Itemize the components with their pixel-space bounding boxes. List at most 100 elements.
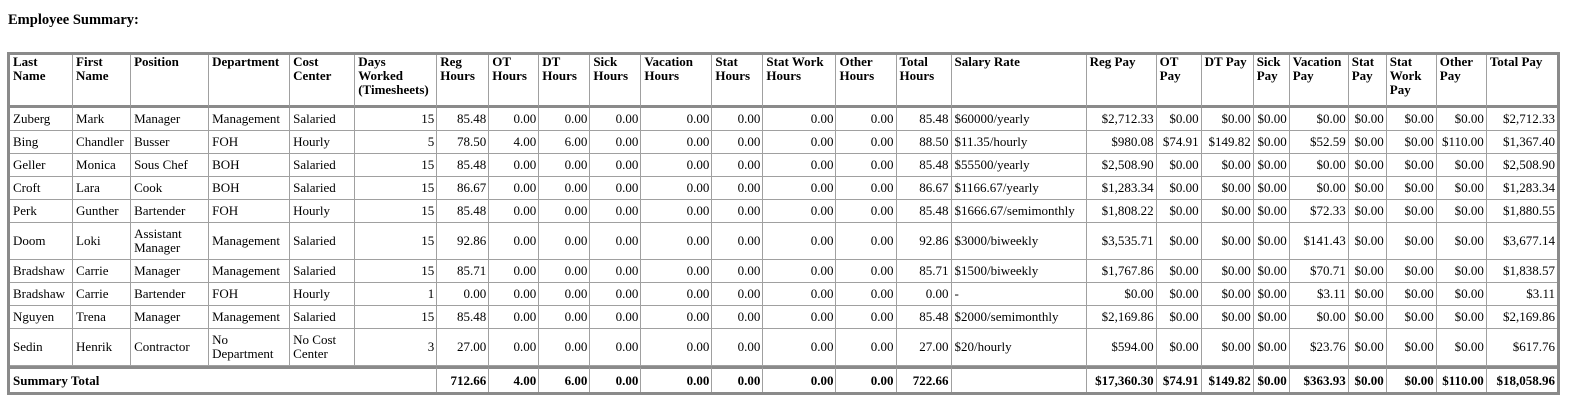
table-cell: 85.71 — [896, 260, 952, 283]
table-cell: 0.00 — [641, 329, 713, 366]
cell-text: Chandler — [76, 134, 124, 149]
table-cell: Gunther — [73, 200, 132, 223]
cell-text: Monica — [76, 157, 116, 172]
table-cell: $0.00 — [1253, 306, 1290, 329]
cell-text: Management — [212, 111, 280, 126]
column-header-line: Pay — [1389, 82, 1411, 97]
column-header-line: Stat — [1389, 55, 1413, 69]
table-cell: 3 — [355, 329, 438, 366]
cell-text: Bartender — [134, 286, 186, 301]
table-cell: Salaried — [290, 154, 356, 177]
table-cell: 0.00 — [763, 200, 837, 223]
table-cell: Doom — [10, 223, 74, 260]
column-header: Sick Hours — [590, 55, 642, 108]
table-cell: 0.00 — [539, 108, 591, 131]
cell-text: BOH — [212, 157, 240, 172]
table-cell: $0.00 — [1436, 283, 1487, 306]
table-cell: $1,767.86 — [1086, 260, 1157, 283]
column-header-line: Cost — [293, 55, 319, 69]
table-cell: 0.00 — [489, 200, 540, 223]
table-cell: 0.00 — [590, 306, 642, 329]
table-cell: 0.00 — [641, 131, 713, 154]
table-cell: 0.00 — [539, 329, 591, 366]
column-header-line: Position — [134, 55, 179, 69]
cell-text: Salaried — [293, 180, 336, 195]
table-cell: $0.00 — [1436, 329, 1487, 366]
table-cell: 5 — [355, 131, 438, 154]
table-cell: $0.00 — [1253, 108, 1290, 131]
table-cell: $0.00 — [1348, 306, 1387, 329]
table-cell: 0.00 — [641, 260, 713, 283]
column-header: Vacation Hours — [641, 55, 713, 108]
table-cell: Salaried — [290, 108, 356, 131]
table-cell: 0.00 — [712, 131, 764, 154]
column-header: Stat Pay — [1348, 55, 1387, 108]
table-cell: $60000/yearly — [951, 108, 1087, 131]
cell-text: Department — [212, 346, 274, 361]
table-cell: $0.00 — [1436, 154, 1487, 177]
table-cell: $0.00 — [1348, 154, 1387, 177]
table-cell: 0.00 — [896, 283, 952, 306]
cell-text: Busser — [134, 134, 170, 149]
table-cell: $1666.67/semimonthly — [951, 200, 1087, 223]
table-cell: 0.00 — [836, 177, 897, 200]
table-cell: 0.00 — [489, 223, 540, 260]
table-cell: $0.00 — [1086, 283, 1157, 306]
table-cell: $0.00 — [1201, 154, 1254, 177]
table-cell: 0.00 — [641, 283, 713, 306]
column-header-line: Hours — [839, 68, 875, 83]
table-cell: $0.00 — [1386, 223, 1437, 260]
table-cell: 0.00 — [590, 223, 642, 260]
table-cell: $0.00 — [1386, 154, 1437, 177]
table-cell: 0.00 — [590, 131, 642, 154]
table-cell: $0.00 — [1436, 108, 1487, 131]
table-cell: Salaried — [290, 223, 356, 260]
table-cell: $1,367.40 — [1486, 131, 1557, 154]
table-cell: 0.00 — [836, 223, 897, 260]
table-cell: 0.00 — [763, 223, 837, 260]
column-header-line: Total — [899, 55, 928, 69]
table-cell: 0.00 — [836, 283, 897, 306]
cell-text: Manager — [134, 309, 181, 324]
column-header-line: Pay — [1159, 68, 1181, 83]
table-cell: $1,808.22 — [1086, 200, 1157, 223]
column-header-line: Pay — [1351, 68, 1373, 83]
cell-text: Salaried — [293, 157, 336, 172]
column-header-line: Hours — [492, 68, 527, 83]
table-row: Perk Gunther Bartender FOH Hourly 15 85.48 0.00… — [10, 200, 1557, 223]
table-cell: 27.00 — [896, 329, 952, 366]
table-cell: 0.00 — [539, 177, 591, 200]
column-header: Stat Work Pay — [1386, 55, 1437, 108]
column-header-line: OT — [492, 55, 512, 69]
table-row: Sedin Henrik Contractor No Department No Cost… — [10, 329, 1557, 366]
table-cell: 0.00 — [539, 260, 591, 283]
table-cell: 85.48 — [437, 154, 490, 177]
table-cell: No Cost Center — [290, 329, 356, 366]
column-header-line: Pay — [1292, 68, 1314, 83]
table-cell: 0.00 — [590, 200, 642, 223]
table-cell: 92.86 — [437, 223, 490, 260]
table-cell: Bradshaw — [10, 260, 74, 283]
table-cell: $0.00 — [1348, 223, 1387, 260]
table-cell: $3.11 — [1289, 283, 1349, 306]
cell-text: Contractor — [134, 339, 190, 354]
table-cell: $0.00 — [1348, 177, 1387, 200]
table-cell: Chandler — [73, 131, 132, 154]
table-cell: 0.00 — [489, 260, 540, 283]
table-cell: 0.00 — [590, 108, 642, 131]
table-cell: 15 — [355, 260, 438, 283]
table-cell: Manager — [131, 306, 210, 329]
table-cell: 0.00 — [641, 108, 713, 131]
table-cell: Assistant Manager — [131, 223, 210, 260]
table-cell: $617.76 — [1486, 329, 1557, 366]
table-cell: 0.00 — [489, 154, 540, 177]
summary-total-cell — [951, 366, 1087, 392]
table-cell: $0.00 — [1386, 306, 1437, 329]
column-header-line: Stat Work — [766, 55, 824, 69]
table-cell: Carrie — [73, 260, 132, 283]
table-cell: Sous Chef — [131, 154, 210, 177]
table-cell: 0.00 — [712, 260, 764, 283]
cell-text: FOH — [212, 286, 239, 301]
column-header: OT Pay — [1156, 55, 1202, 108]
